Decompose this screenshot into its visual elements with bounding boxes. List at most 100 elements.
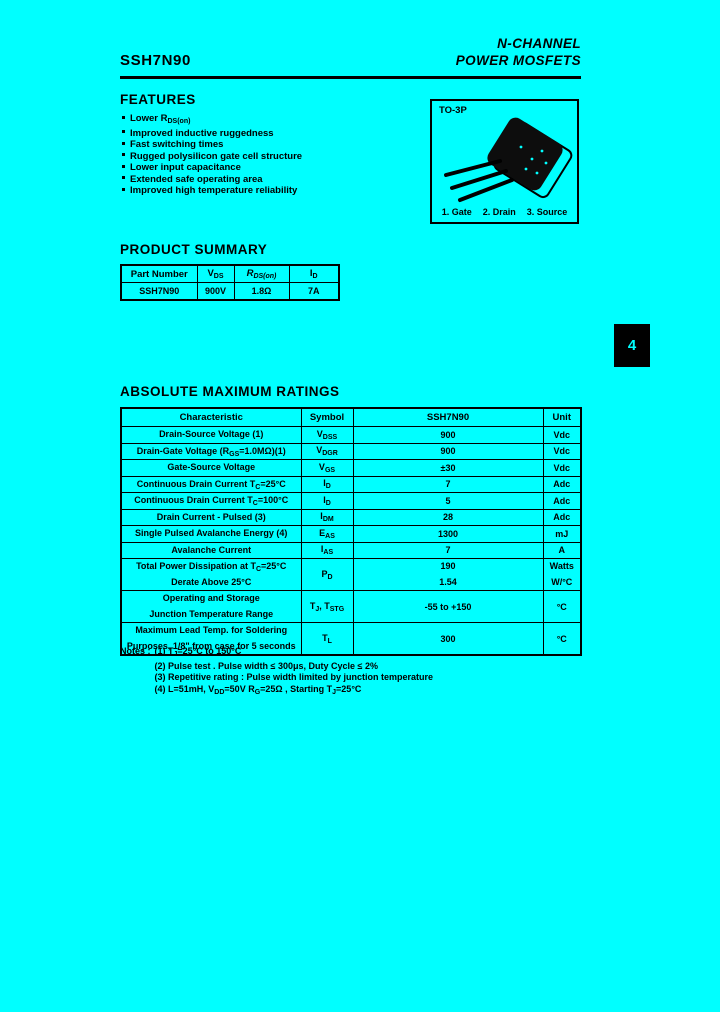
characteristic-cell: Total Power Dissipation at TC=25°C Derate… [120, 558, 302, 591]
bullet-icon [122, 164, 125, 168]
notes-list: (1) TJ=25°C to 150°C (2) Pulse test . Pul… [155, 646, 434, 698]
unit-cell: Vdc [542, 459, 582, 477]
page-title-part-number: SSH7N90 [120, 52, 191, 69]
unit-cell: Adc [542, 508, 582, 526]
symbol-cell: ID [300, 475, 354, 493]
symbol-cell: IAS [300, 541, 354, 559]
unit-cell: Vdc [542, 442, 582, 460]
ratings-row: Total Power Dissipation at TC=25°C Derate… [120, 558, 582, 591]
bullet-icon [122, 115, 125, 119]
characteristic-cell: Single Pulsed Avalanche Energy (4) [120, 525, 302, 543]
feature-text: Improved inductive ruggedness [130, 127, 274, 139]
ratings-header-unit: Unit [542, 407, 582, 427]
summary-part-number-value: SSH7N90 [120, 282, 198, 301]
symbol-cell: PD [300, 558, 354, 591]
unit-cell: mJ [542, 525, 582, 543]
to3p-package-drawing [444, 117, 573, 202]
characteristic-cell: Gate-Source Voltage [120, 459, 302, 477]
category-line-2: POWER MOSFETS [455, 52, 581, 68]
symbol-cell: VGS [300, 459, 354, 477]
value-cell: -55 to +150 [352, 590, 544, 623]
pin-1-gate-label: 1. Gate [441, 207, 472, 217]
notes-label: Notes : [120, 646, 151, 656]
unit-cell: Adc [542, 492, 582, 510]
unit-cell: Watts W/°C [542, 558, 582, 591]
characteristic-cell: Continuous Drain Current TC=100°C [120, 492, 302, 510]
symbol-cell: ID [300, 492, 354, 510]
symbol-cell: TL [300, 622, 354, 656]
summary-header-vds: VDS [196, 264, 235, 283]
summary-header-row: Part Number VDS RDS(on) ID [120, 264, 340, 283]
pinout-caption: 1. Gate 2. Drain 3. Source [432, 207, 577, 217]
unit-cell: °C [542, 590, 582, 623]
feature-text: Fast switching times [130, 139, 224, 150]
ratings-header-row: Characteristic Symbol SSH7N90 Unit [120, 407, 582, 427]
characteristic-cell: Maximum Lead Temp. for Soldering Purposes… [120, 622, 302, 656]
bullet-icon [122, 187, 125, 191]
package-type-label: TO-3P [439, 105, 467, 116]
ratings-row: Continuous Drain Current TC=100°C ID 5 Adc [120, 492, 582, 510]
ratings-header-device: SSH7N90 [352, 407, 544, 427]
feature-item: Fast switching times [122, 139, 302, 151]
unit-cell: Adc [542, 475, 582, 493]
note-line: (2) Pulse test . Pulse width ≤ 300μs, Du… [154, 660, 378, 671]
ratings-row: Operating and Storage Junction Temperatur… [120, 590, 582, 623]
feature-text: Rugged polysilicon gate cell structure [130, 150, 303, 162]
symbol-cell: VDSS [300, 426, 354, 444]
value-cell: 190 1.54 [352, 558, 544, 591]
value-cell: ±30 [352, 459, 544, 477]
feature-item: Extended safe operating area [122, 174, 302, 186]
category-line-1: N-CHANNEL [497, 36, 581, 51]
value-cell: 5 [352, 492, 544, 510]
header-divider-rule [120, 76, 581, 79]
ratings-row: Single Pulsed Avalanche Energy (4) EAS 130… [120, 525, 582, 543]
bullet-icon [122, 153, 125, 157]
feature-text: Improved high temperature reliability [130, 185, 298, 196]
symbol-cell: IDM [300, 508, 354, 526]
value-cell: 900 [352, 426, 544, 444]
ratings-row: Maximum Lead Temp. for Soldering Purposes… [120, 622, 582, 656]
characteristic-cell: Avalanche Current [120, 541, 302, 559]
characteristic-cell: Continuous Drain Current TC=25°C [120, 475, 302, 493]
value-cell: 1300 [352, 525, 544, 543]
note-line: (1) TJ=25°C to 150°C [154, 646, 242, 658]
value-cell: 900 [352, 442, 544, 460]
summary-vds-value: 900V [196, 282, 235, 301]
ratings-row: Avalanche Current IAS 7 A [120, 541, 582, 559]
feature-text: Extended safe operating area [130, 173, 263, 185]
ratings-header-characteristic: Characteristic [120, 407, 302, 427]
ratings-row: Gate-Source Voltage VGS ±30 Vdc [120, 459, 582, 477]
ratings-row: Continuous Drain Current TC=25°C ID 7 Adc [120, 475, 582, 493]
absolute-maximum-ratings-table: Characteristic Symbol SSH7N90 Unit Drain… [120, 407, 582, 656]
ratings-row: Drain Current - Pulsed (3) IDM 28 Adc [120, 508, 582, 526]
bullet-icon [122, 176, 125, 180]
unit-cell: °C [542, 622, 582, 656]
summary-id-value: 7A [288, 282, 340, 301]
characteristic-cell: Drain-Gate Voltage (RGS=1.0MΩ)(1) [120, 442, 302, 460]
value-cell: 7 [352, 475, 544, 493]
symbol-cell: EAS [300, 525, 354, 543]
package-outline-box: TO-3P 1. Gate 2. Drain 3. Source [430, 99, 579, 224]
bullet-icon [122, 130, 125, 134]
note-line: (4) L=51mH, VDD=50V RG=25Ω , Starting TJ… [154, 683, 362, 696]
symbol-cell: VDGR [300, 442, 354, 460]
feature-item: Improved inductive ruggedness [122, 128, 302, 140]
notes-block: Notes : (1) TJ=25°C to 150°C (2) Pulse te… [120, 646, 433, 698]
summary-header-rdson: RDS(on) [233, 264, 290, 283]
pin-2-drain-label: 2. Drain [482, 207, 516, 217]
unit-cell: Vdc [542, 426, 582, 444]
ratings-header-symbol: Symbol [300, 407, 354, 427]
product-summary-table: Part Number VDS RDS(on) ID SSH7N90 900V … [120, 264, 340, 301]
feature-item: Lower RDS(on) [122, 113, 302, 128]
characteristic-cell: Operating and Storage Junction Temperatur… [120, 590, 302, 623]
feature-text: Lower input capacitance [130, 162, 241, 173]
characteristic-cell: Drain Current - Pulsed (3) [120, 508, 302, 526]
ratings-heading: ABSOLUTE MAXIMUM RATINGS [120, 384, 340, 399]
device-category: N-CHANNEL POWER MOSFETS [456, 36, 581, 69]
ratings-row: Drain-Source Voltage (1) VDSS 900 Vdc [120, 426, 582, 444]
bullet-icon [122, 141, 125, 145]
features-list: Lower RDS(on) Improved inductive ruggedne… [122, 113, 302, 197]
characteristic-cell: Drain-Source Voltage (1) [120, 426, 302, 444]
feature-item: Lower input capacitance [122, 162, 302, 174]
summary-header-part-number: Part Number [120, 264, 198, 283]
